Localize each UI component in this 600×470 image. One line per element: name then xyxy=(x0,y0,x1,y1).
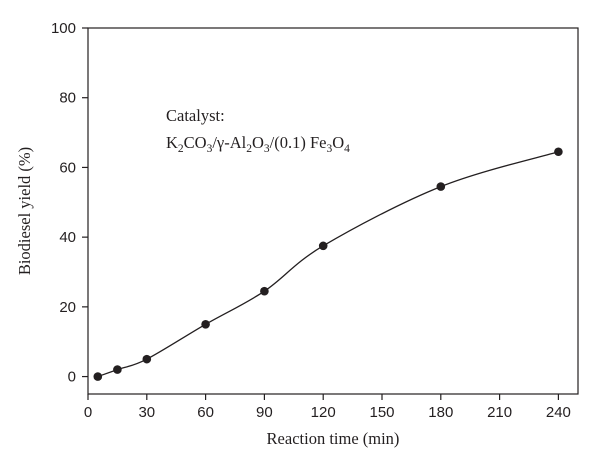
x-tick-label: 60 xyxy=(197,404,214,421)
x-tick-label: 90 xyxy=(256,404,273,421)
data-point xyxy=(93,372,103,381)
fit-curve xyxy=(97,151,559,378)
x-tick-label: 30 xyxy=(138,404,155,421)
data-point xyxy=(318,241,328,251)
x-tick-label: 240 xyxy=(546,404,571,421)
annotation-catalyst-formula: K2CO3/γ-Al2O3/(0.1) Fe3O4 xyxy=(166,133,350,155)
x-tick-label: 180 xyxy=(428,404,453,421)
y-tick-label: 40 xyxy=(59,229,76,246)
data-point xyxy=(113,365,122,374)
y-tick-label: 80 xyxy=(59,90,76,107)
data-point xyxy=(436,182,446,191)
y-tick-label: 20 xyxy=(59,299,76,316)
x-tick-label: 210 xyxy=(487,404,512,421)
y-tick-label: 100 xyxy=(51,20,76,37)
axes: 0 30 60 90 120 150 180 210 240 0 20 40 60 80 100 xyxy=(51,20,571,421)
x-tick-label: 150 xyxy=(369,404,394,421)
x-tick-label: 120 xyxy=(311,404,336,421)
x-tick-label: 0 xyxy=(84,404,92,421)
annotation-label: Catalyst: xyxy=(166,106,225,125)
x-axis-title: Reaction time (min) xyxy=(267,429,400,448)
data-point xyxy=(554,147,563,157)
data-point xyxy=(260,286,269,296)
plot-frame xyxy=(87,27,579,395)
y-axis-title: Biodiesel yield (%) xyxy=(15,147,34,275)
y-tick-label: 0 xyxy=(68,369,76,386)
data-point xyxy=(142,354,152,364)
data-points xyxy=(93,147,563,381)
data-point xyxy=(201,319,210,329)
y-tick-label: 60 xyxy=(59,159,76,176)
